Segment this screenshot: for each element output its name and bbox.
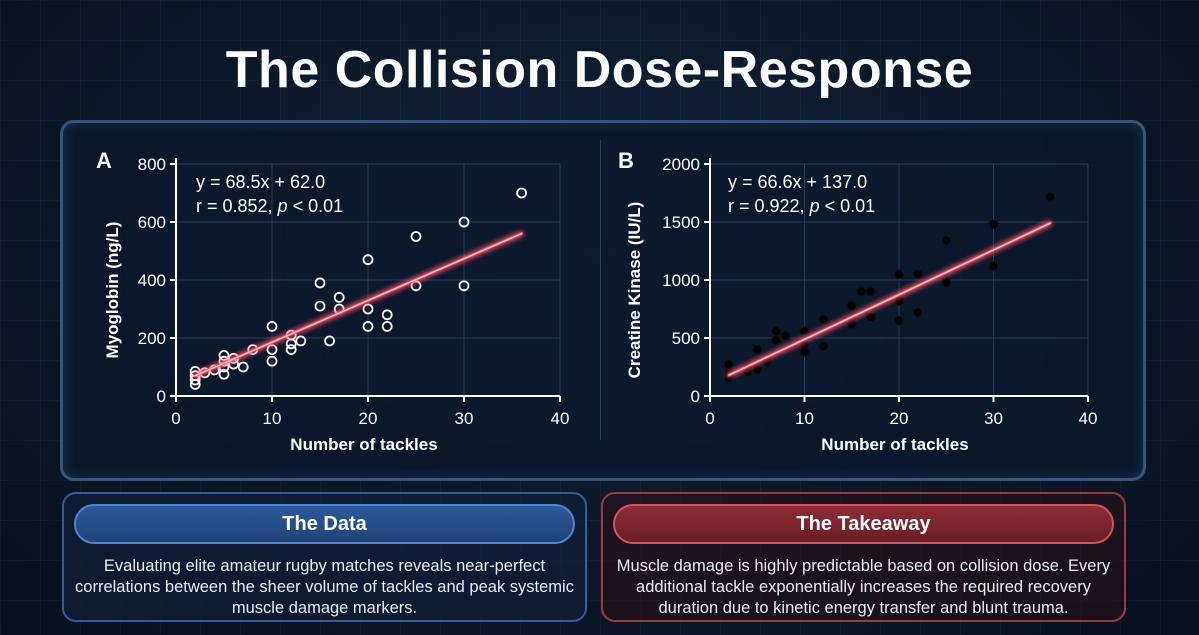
data-point (818, 314, 829, 325)
data-point (988, 219, 999, 230)
data-point (723, 359, 734, 370)
x-tick-label: 30 (455, 409, 474, 428)
data-point (894, 269, 904, 280)
data-point (266, 320, 278, 332)
x-tick-label: 10 (263, 409, 282, 428)
correlation-prefix: r = 0.852, (196, 196, 278, 216)
regression-equation: y = 68.5x + 62.0 (196, 172, 325, 192)
y-tick-label: 600 (138, 213, 166, 232)
correlation-suffix: < 0.01 (820, 196, 876, 216)
data-point (771, 335, 782, 346)
y-tick-label: 800 (138, 155, 166, 174)
x-axis-title: Number of tackles (821, 435, 968, 454)
page-title: The Collision Dose-Response (225, 41, 974, 99)
data-point (941, 235, 952, 246)
data-point (894, 295, 904, 306)
data-point (362, 303, 374, 315)
correlation-stat: r = 0.852, p < 0.01 (196, 196, 343, 216)
y-tick-label: 1000 (662, 271, 700, 290)
regression-equation: y = 66.6x + 137.0 (728, 172, 867, 192)
data-panel-heading: The Data (74, 504, 575, 544)
data-point (237, 361, 249, 373)
x-tick-label: 10 (795, 409, 814, 428)
data-point (458, 216, 470, 228)
p-symbol: p (809, 196, 820, 216)
panel-letter: B (618, 148, 634, 173)
x-axis-title: Number of tackles (290, 435, 437, 454)
correlation-suffix: < 0.01 (288, 196, 344, 216)
y-axis-title: Myoglobin (ng/L) (103, 222, 122, 359)
x-tick-label: 20 (359, 409, 378, 428)
data-point (324, 335, 336, 347)
data-point (771, 326, 782, 337)
data-point (333, 291, 345, 303)
x-tick-label: 0 (171, 409, 180, 428)
data-point (218, 349, 230, 361)
takeaway-panel: The Takeaway Muscle damage is highly pre… (601, 492, 1126, 622)
y-tick-label: 2000 (662, 155, 700, 174)
data-point (941, 277, 952, 288)
correlation-stat: r = 0.922, p < 0.01 (728, 196, 875, 216)
data-point (362, 320, 374, 332)
data-point (266, 355, 278, 367)
charts-divider (600, 140, 601, 440)
data-point (381, 309, 393, 321)
data-panel-text: Evaluating elite amateur rugby matches r… (75, 557, 574, 617)
data-point (799, 326, 810, 337)
y-tick-label: 400 (138, 271, 166, 290)
data-point (894, 315, 904, 326)
data-point (295, 335, 307, 347)
takeaway-panel-text: Muscle damage is highly predictable base… (616, 557, 1111, 617)
regression-line-core (194, 233, 523, 377)
x-tick-label: 20 (890, 409, 909, 428)
x-tick-label: 40 (551, 409, 570, 428)
data-point (856, 286, 867, 297)
data-point (818, 341, 829, 352)
chart-b: 0 10 20 30 40 0 500 1000 1500 2000 Number of tackl… (618, 148, 1097, 454)
data-point (410, 280, 422, 292)
data-point (314, 277, 326, 289)
y-tick-label: 200 (138, 329, 166, 348)
data-point (458, 280, 470, 292)
data-point (516, 187, 527, 199)
y-tick-label: 1500 (662, 213, 700, 232)
data-point (218, 368, 230, 380)
data-point (381, 320, 393, 332)
data-point (912, 307, 923, 318)
takeaway-panel-heading: The Takeaway (613, 504, 1114, 544)
p-symbol: p (277, 196, 288, 216)
data-point (285, 344, 297, 356)
correlation-prefix: r = 0.922, (728, 196, 810, 216)
y-tick-label: 0 (691, 387, 700, 406)
y-tick-label: 500 (672, 329, 700, 348)
y-axis-title: Creatine Kinase (IU/L) (625, 202, 644, 379)
data-point (314, 300, 326, 312)
data-point (752, 364, 763, 375)
data-point (846, 319, 857, 330)
regression-line-core (728, 222, 1051, 376)
x-tick-label: 0 (705, 409, 714, 428)
data-point (780, 330, 791, 341)
data-panel: The Data Evaluating elite amateur rugby … (62, 492, 587, 622)
data-point (912, 269, 923, 280)
data-point (846, 300, 857, 311)
data-point (285, 338, 297, 350)
data-point (362, 254, 374, 266)
data-point (988, 261, 999, 272)
data-point (266, 344, 278, 356)
data-point (1045, 191, 1056, 202)
panel-letter: A (96, 148, 112, 173)
x-tick-label: 40 (1079, 409, 1098, 428)
data-point (189, 370, 201, 382)
y-tick-label: 0 (157, 387, 166, 406)
data-point (865, 312, 876, 323)
x-tick-label: 30 (984, 409, 1003, 428)
data-point (410, 231, 422, 242)
data-point (752, 344, 763, 355)
data-point (865, 286, 876, 297)
charts-frame (60, 120, 1146, 481)
